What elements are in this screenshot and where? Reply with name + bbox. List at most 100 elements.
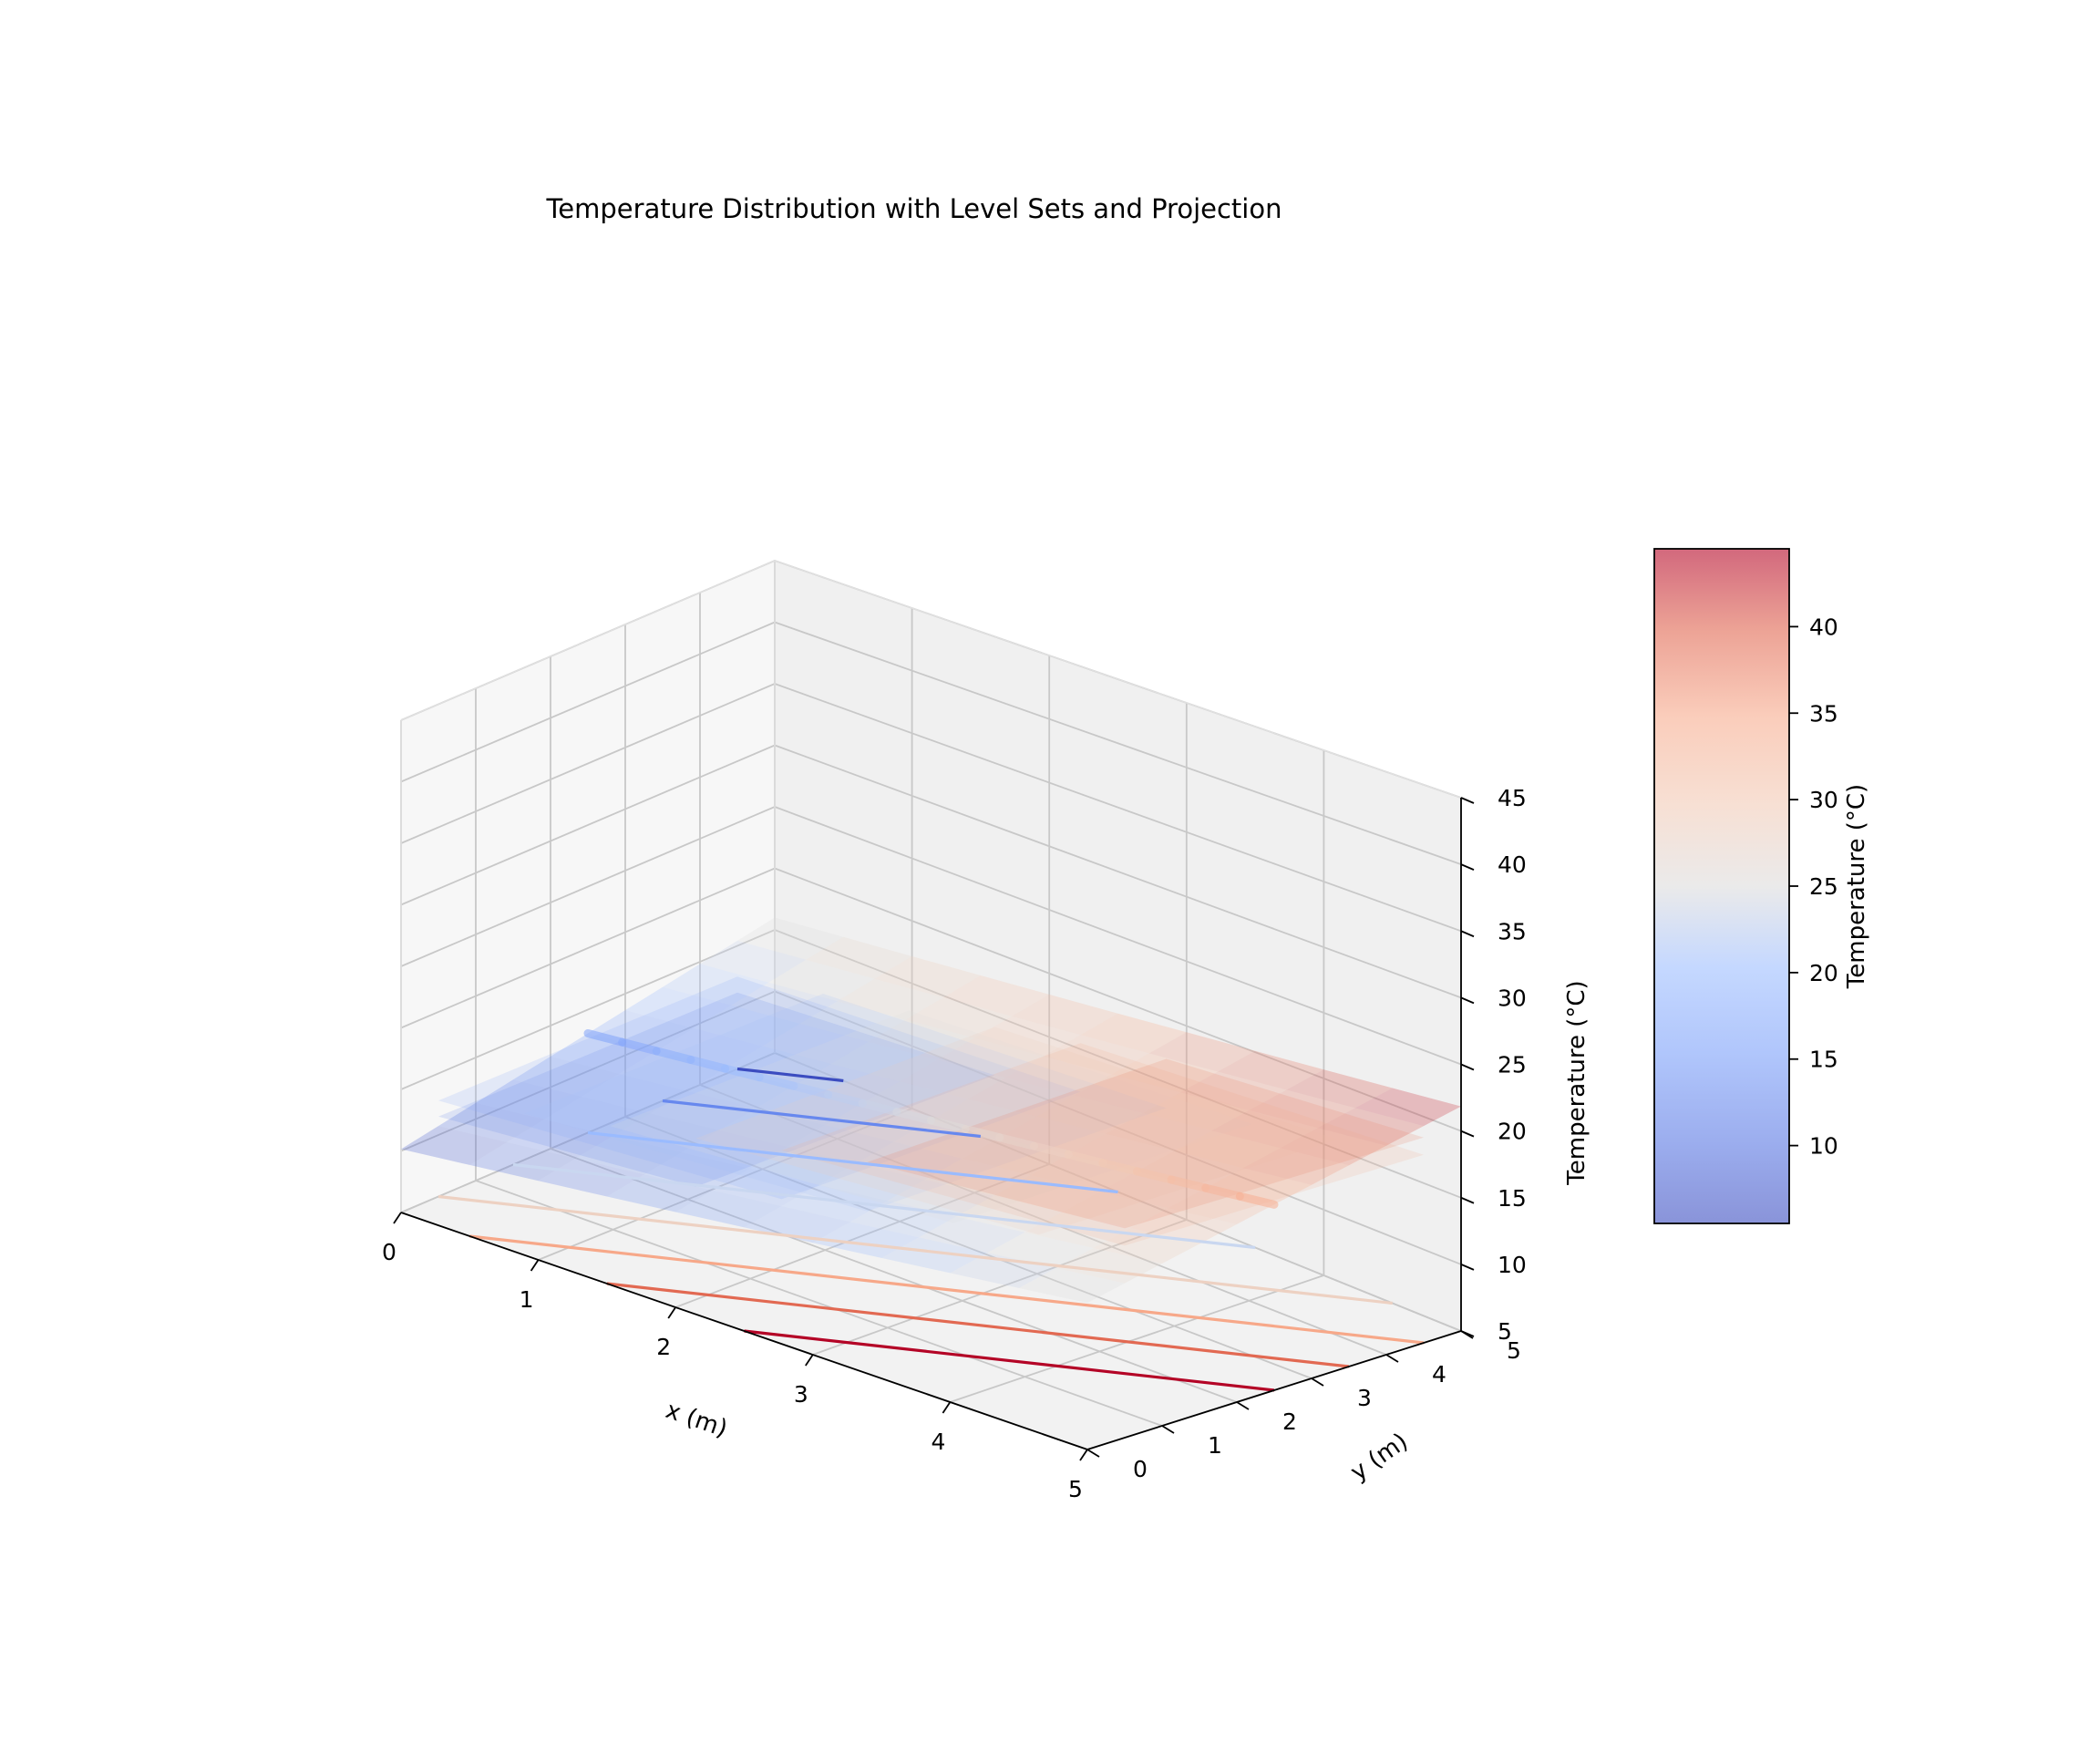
surface-patch bbox=[1043, 1035, 1149, 1075]
x-tick bbox=[667, 1306, 676, 1319]
colorbar-label: Temperature (°C) bbox=[1843, 784, 1870, 989]
surface-patch bbox=[818, 1163, 925, 1202]
z-tick-label: 30 bbox=[1498, 985, 1527, 1011]
x-tick bbox=[942, 1401, 952, 1414]
colorbar-tick-label: 30 bbox=[1809, 787, 1838, 813]
x-tick-label: 2 bbox=[656, 1334, 671, 1360]
surface-patch bbox=[507, 1119, 613, 1159]
contour-line-15 bbox=[587, 1130, 1118, 1194]
z-tick-label: 40 bbox=[1498, 851, 1527, 878]
surface-patch bbox=[588, 1010, 695, 1051]
surface-patch bbox=[1242, 1148, 1349, 1185]
z-tick bbox=[1460, 1130, 1475, 1138]
surface-ridge-segment bbox=[652, 1047, 695, 1065]
surface-patch bbox=[1099, 1171, 1206, 1209]
colorbar-tick-label: 15 bbox=[1809, 1047, 1838, 1073]
chart-title: Temperature Distribution with Level Sets… bbox=[546, 193, 1282, 224]
surface-patch bbox=[1106, 1113, 1212, 1151]
y-axis-label: y (m) bbox=[1345, 1428, 1413, 1486]
x-tick-label: 1 bbox=[520, 1286, 534, 1313]
surface-patch bbox=[868, 1019, 975, 1060]
level-set-40 bbox=[867, 1058, 1424, 1229]
x-tick bbox=[1079, 1449, 1088, 1461]
colorbar-tick-label: 25 bbox=[1809, 873, 1838, 900]
surface-ridge-segment bbox=[789, 1081, 833, 1099]
contour-line-40 bbox=[744, 1329, 1275, 1392]
colorbar-tick-label: 20 bbox=[1809, 960, 1838, 986]
surface-patch bbox=[544, 1096, 651, 1136]
y-tick-label: 3 bbox=[1357, 1385, 1372, 1411]
surface-patch bbox=[469, 1141, 576, 1181]
z-tick bbox=[1460, 1264, 1475, 1271]
colorbar-tick-label: 10 bbox=[1809, 1133, 1838, 1160]
contour-projection bbox=[438, 1067, 1425, 1392]
contour-line-5 bbox=[736, 1067, 844, 1083]
surface-ridge-segment bbox=[1235, 1192, 1279, 1209]
surface-ridge-segment bbox=[686, 1056, 730, 1073]
surface-patch bbox=[1280, 1128, 1386, 1166]
x-tick-label: 4 bbox=[931, 1429, 945, 1455]
surface-ridge-segment bbox=[927, 1116, 970, 1133]
surface-patch bbox=[1249, 1089, 1355, 1129]
surface-patch bbox=[643, 1152, 751, 1191]
colorbar: 10 15 20 25 30 35 40 Temperature (°C) bbox=[1653, 548, 1870, 1224]
surface-ridge-segment bbox=[1064, 1150, 1107, 1168]
surface-patch bbox=[781, 1184, 888, 1223]
z-tick bbox=[1460, 1063, 1475, 1071]
surface-patch bbox=[513, 1056, 620, 1097]
z-tick-label: 10 bbox=[1498, 1252, 1527, 1278]
level-set-35 bbox=[781, 1043, 1424, 1246]
surface-patch bbox=[825, 1103, 932, 1142]
y-tick bbox=[1236, 1401, 1250, 1410]
surface-patch bbox=[1018, 1267, 1125, 1304]
back-pane bbox=[775, 561, 1461, 1331]
y-tick bbox=[1385, 1354, 1399, 1363]
surface-patch bbox=[438, 1102, 545, 1142]
surface-patch bbox=[874, 956, 981, 998]
y-tick-label: 5 bbox=[1507, 1337, 1521, 1364]
surface-patch bbox=[401, 1126, 508, 1165]
y-tick-label: 1 bbox=[1208, 1432, 1222, 1459]
surface-patch bbox=[1111, 1053, 1219, 1093]
surface-patch bbox=[1130, 1208, 1237, 1244]
contour-line-25 bbox=[438, 1194, 1393, 1305]
surface-patch bbox=[900, 1059, 1006, 1099]
surface-patch bbox=[1074, 1074, 1181, 1113]
level-set-10 bbox=[438, 992, 995, 1187]
y-axis-line bbox=[1086, 1330, 1462, 1450]
surface-patch bbox=[650, 1090, 757, 1130]
surface-patch bbox=[1143, 1092, 1250, 1131]
surface-ridge-segment bbox=[961, 1124, 1004, 1142]
surface-ridge-segment bbox=[1098, 1159, 1141, 1176]
surface-patch bbox=[1180, 1071, 1287, 1110]
surface-patch bbox=[1211, 1109, 1318, 1149]
surface-patch bbox=[700, 940, 807, 983]
surface-patch bbox=[1024, 1212, 1131, 1248]
surface-patch bbox=[718, 1108, 826, 1147]
surface-patch bbox=[1031, 1154, 1138, 1192]
surface-patch bbox=[905, 997, 1013, 1038]
surface-patch bbox=[999, 1116, 1107, 1155]
y-tick-label: 0 bbox=[1133, 1456, 1148, 1482]
pane-edge bbox=[400, 560, 776, 721]
contour-line-35 bbox=[606, 1282, 1350, 1368]
surface-patch bbox=[1168, 1188, 1274, 1224]
surface-patch bbox=[962, 1137, 1069, 1176]
z-tick bbox=[1460, 996, 1475, 1005]
y-tick-label: 2 bbox=[1282, 1408, 1297, 1435]
surface-patch bbox=[750, 1146, 857, 1185]
pane-edge bbox=[774, 560, 1462, 799]
surface-patch bbox=[606, 1174, 714, 1212]
surface-patch bbox=[1317, 1108, 1424, 1146]
y-tick bbox=[1311, 1377, 1324, 1387]
surface-patch bbox=[849, 1201, 957, 1238]
z-tick bbox=[1460, 797, 1475, 804]
z-tick-label: 45 bbox=[1498, 785, 1527, 811]
surface-patch bbox=[1068, 1133, 1175, 1171]
surface-patch bbox=[950, 1253, 1056, 1288]
z-tick-label: 20 bbox=[1498, 1119, 1527, 1145]
x-axis-label: x (m) bbox=[662, 1397, 730, 1443]
surface-patch bbox=[862, 1081, 969, 1121]
surface-patch bbox=[687, 1068, 794, 1109]
